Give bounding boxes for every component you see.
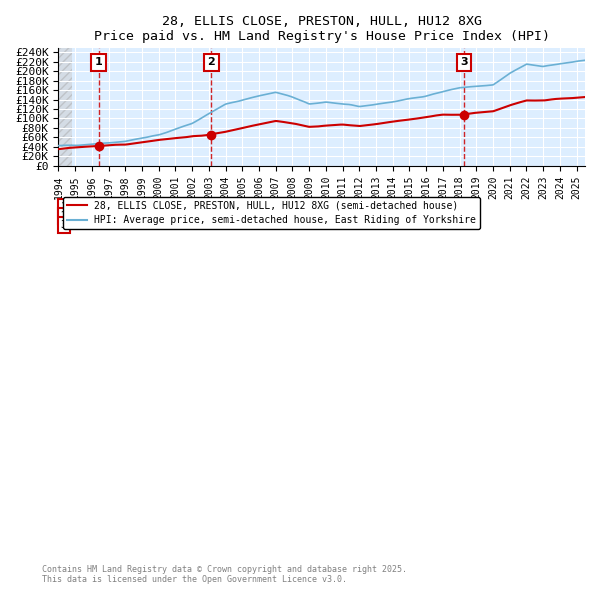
Legend: 28, ELLIS CLOSE, PRESTON, HULL, HU12 8XG (semi-detached house), HPI: Average pri: 28, ELLIS CLOSE, PRESTON, HULL, HU12 8XG… [64, 196, 480, 229]
Title: 28, ELLIS CLOSE, PRESTON, HULL, HU12 8XG
Price paid vs. HM Land Registry's House: 28, ELLIS CLOSE, PRESTON, HULL, HU12 8XG… [94, 15, 550, 43]
Text: 2: 2 [61, 211, 67, 221]
Bar [58, 48, 72, 166]
Text: 2: 2 [208, 57, 215, 67]
Text: 28-FEB-2003        £65,500        23% ↓ HPI: 28-FEB-2003 £65,500 23% ↓ HPI [80, 211, 361, 221]
Text: 1: 1 [61, 202, 67, 212]
Text: Contains HM Land Registry data © Crown copyright and database right 2025.
This d: Contains HM Land Registry data © Crown c… [42, 565, 407, 584]
Text: 3: 3 [61, 219, 67, 230]
Text: 13-APR-2018        £108,000        33% ↓ HPI: 13-APR-2018 £108,000 33% ↓ HPI [80, 219, 367, 230]
Text: 3: 3 [461, 57, 468, 67]
Text: 30-MAY-1996        £41,500        13% ↓ HPI: 30-MAY-1996 £41,500 13% ↓ HPI [80, 202, 361, 212]
Text: 1: 1 [95, 57, 103, 67]
